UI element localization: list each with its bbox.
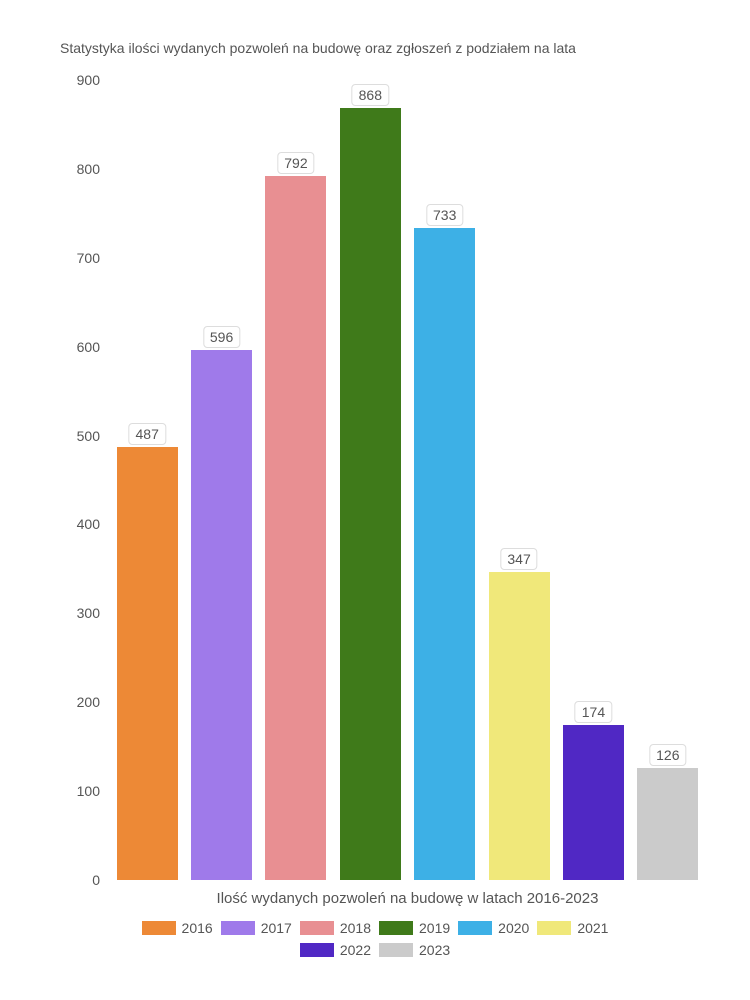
y-tick: 400 [60,516,100,532]
y-axis: 0100200300400500600700800900 [60,80,110,880]
y-tick: 600 [60,339,100,355]
y-tick: 900 [60,72,100,88]
x-axis-label: Ilość wydanych pozwoleń na budowę w lata… [110,890,705,907]
legend-swatch [221,921,255,935]
y-tick: 0 [60,872,100,888]
bar-2021: 347 [489,572,550,880]
legend-label: 2017 [261,920,292,936]
legend-item-2023: 2023 [379,942,450,958]
chart-container: Statystyka ilości wydanych pozwoleń na b… [0,0,750,1000]
bar-value-label: 347 [500,548,537,570]
bar-value-label: 868 [352,84,389,106]
y-tick: 800 [60,161,100,177]
legend-item-2017: 2017 [221,920,292,936]
legend-label: 2016 [182,920,213,936]
bar-2023: 126 [637,768,698,880]
y-tick: 200 [60,694,100,710]
legend-label: 2022 [340,942,371,958]
bar-value-label: 487 [128,423,165,445]
y-tick: 500 [60,428,100,444]
bar-2018: 792 [265,176,326,880]
legend-swatch [458,921,492,935]
chart-title: Statystyka ilości wydanych pozwoleń na b… [60,40,576,56]
legend-swatch [379,943,413,957]
bar-2022: 174 [563,725,624,880]
bar-2017: 596 [191,350,252,880]
legend-item-2020: 2020 [458,920,529,936]
legend-row-1: 2016 2017 2018 2019 2020 2021 [0,920,750,936]
legend-label: 2023 [419,942,450,958]
bar-2019: 868 [340,108,401,880]
bar-value-label: 596 [203,326,240,348]
y-tick: 700 [60,250,100,266]
legend-item-2018: 2018 [300,920,371,936]
legend-item-2022: 2022 [300,942,371,958]
bar-value-label: 792 [277,152,314,174]
y-tick: 300 [60,605,100,621]
bar-2020: 733 [414,228,475,880]
legend-label: 2020 [498,920,529,936]
legend-label: 2018 [340,920,371,936]
legend-item-2016: 2016 [142,920,213,936]
legend-item-2021: 2021 [537,920,608,936]
legend-item-2019: 2019 [379,920,450,936]
bar-value-label: 174 [575,701,612,723]
plot-area: 487596792868733347174126 [110,80,705,880]
legend-swatch [300,943,334,957]
bar-value-label: 126 [649,744,686,766]
legend-swatch [537,921,571,935]
bar-2016: 487 [117,447,178,880]
legend-swatch [300,921,334,935]
legend-row-2: 2022 2023 [0,942,750,958]
legend: 2016 2017 2018 2019 2020 2021 2022 2023 [0,920,750,964]
legend-swatch [379,921,413,935]
y-tick: 100 [60,783,100,799]
legend-label: 2021 [577,920,608,936]
legend-label: 2019 [419,920,450,936]
bar-value-label: 733 [426,204,463,226]
legend-swatch [142,921,176,935]
